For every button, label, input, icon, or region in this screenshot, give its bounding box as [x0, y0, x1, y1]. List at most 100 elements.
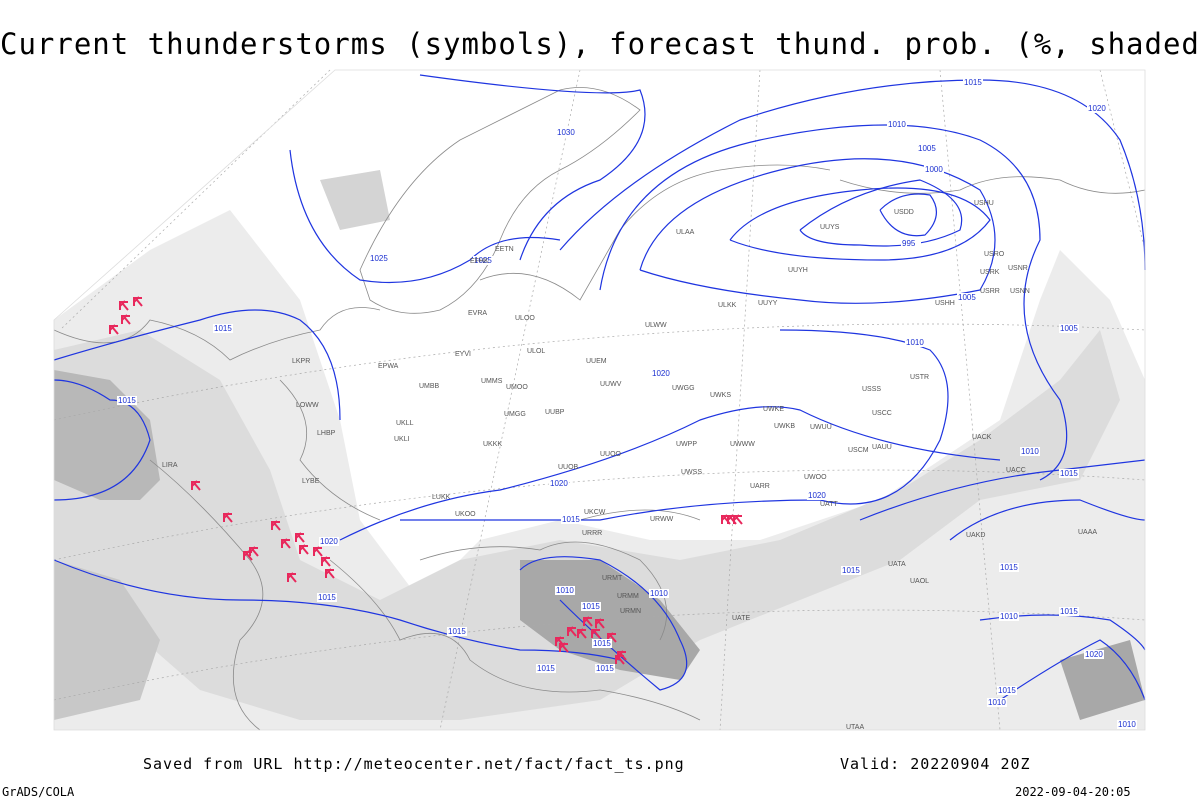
station-label: UWGG — [672, 385, 695, 392]
station-label: URMM — [617, 593, 639, 600]
isobar-label: 1015 — [1060, 607, 1078, 616]
isobar-label: 1020 — [652, 369, 670, 378]
station-label: ULKK — [718, 302, 737, 309]
station-label: UWSS — [681, 469, 702, 476]
station-label: URMT — [602, 575, 623, 582]
isobar-label-bg — [1059, 607, 1079, 616]
isobar-label-bg — [581, 602, 601, 611]
thunderstorm-symbol — [313, 546, 323, 557]
isobar-label-bg — [1020, 447, 1040, 456]
isobar-label: 995 — [902, 239, 916, 248]
station-label: ULWW — [645, 322, 667, 329]
station-label: UWOO — [804, 474, 827, 481]
thunderstorm-symbol — [243, 550, 253, 561]
isobar-label: 1015 — [842, 566, 860, 575]
station-label: UARR — [750, 483, 770, 490]
isobar-label: 1015 — [562, 515, 580, 524]
station-label: UMOO — [506, 384, 528, 391]
station-label: UKOO — [455, 511, 476, 518]
isobar-label-bg — [447, 627, 467, 636]
isobar-label: 1015 — [998, 686, 1016, 695]
thunderstorm-symbol — [595, 618, 605, 629]
isobar-label: 1015 — [582, 602, 600, 611]
station-label: UAAA — [1078, 529, 1097, 536]
thunderstorm-symbol — [559, 642, 569, 653]
station-label: ULOO — [515, 315, 535, 322]
isobar-label-bg — [317, 593, 337, 602]
station-label: USRR — [980, 288, 1000, 295]
station-label: URMN — [620, 608, 641, 615]
isobar-label-bg — [549, 479, 569, 488]
isobar-label: 1005 — [958, 293, 976, 302]
station-labels: ULAA UUYS USDD USHU UUYH USRO USRK USNR USRR USNN… — [162, 200, 1097, 731]
isobar-label: 1025 — [370, 254, 388, 263]
isobar-label: 1015 — [964, 78, 982, 87]
isobar-label-bg — [1059, 469, 1079, 478]
isobar-label: 1015 — [318, 593, 336, 602]
station-label: EYVI — [455, 351, 471, 358]
isobar-label-bg — [807, 491, 827, 500]
isobar-label: 1010 — [1000, 612, 1018, 621]
isobar-label-bg — [987, 698, 1007, 707]
isobar-label-bg — [957, 293, 977, 302]
isobar-label: 1015 — [537, 664, 555, 673]
station-label: UKKK — [483, 441, 502, 448]
station-label: UWKE — [763, 406, 784, 413]
isobar-label: 1010 — [650, 589, 668, 598]
station-label: UWWW — [730, 441, 755, 448]
thunderstorm-symbol — [733, 514, 743, 525]
isobar-label: 1015 — [1000, 563, 1018, 572]
isobars — [53, 74, 1146, 701]
thunderstorm-symbol — [119, 300, 129, 311]
station-label: USSS — [862, 386, 881, 393]
station-label: LKPR — [292, 358, 310, 365]
station-label: UUYH — [788, 267, 808, 274]
plot-frame — [53, 69, 1146, 731]
station-label: UTAA — [846, 724, 864, 731]
isobar-label: 1020 — [320, 537, 338, 546]
isobar-label: 1020 — [550, 479, 568, 488]
isobar-label: 1020 — [1085, 650, 1103, 659]
isobar-label-bg — [473, 256, 493, 265]
isobar-label-bg — [924, 165, 944, 174]
station-label: UUYY — [758, 300, 778, 307]
station-label: UAUU — [872, 444, 892, 451]
footer-band — [0, 731, 1200, 800]
thunderstorm-symbol — [591, 628, 601, 639]
station-label: UUEM — [586, 358, 607, 365]
station-label: LHBP — [317, 430, 336, 437]
isobar-label-bg — [887, 120, 907, 129]
isobar-label: 1005 — [1060, 324, 1078, 333]
isobar-label-bg — [905, 338, 925, 347]
isobar-label: 1020 — [808, 491, 826, 500]
isobar-label-bg — [536, 664, 556, 673]
thunderstorm-symbol — [287, 572, 297, 583]
isobar-label: 1015 — [214, 324, 232, 333]
station-label: EFHK — [470, 258, 489, 265]
isobar-label-bg — [651, 369, 671, 378]
thunderstorm-symbol — [133, 296, 143, 307]
station-label: LYBE — [302, 478, 320, 485]
thunderstorm-symbol — [281, 538, 291, 549]
isobar-label-bg — [1117, 720, 1137, 729]
station-label: USRO — [984, 251, 1005, 258]
thunderstorm-symbol — [567, 626, 577, 637]
title: Current thunderstorms (symbols), forecas… — [0, 27, 1200, 61]
isobar-labels: 1030 1025 1025 1015 1015 1020 1015 1015 1020 1020… — [117, 78, 1137, 729]
isobar-label-bg — [555, 586, 575, 595]
isobar-label: 1010 — [1118, 720, 1136, 729]
station-label: UMBB — [419, 383, 440, 390]
station-label: EETN — [495, 246, 514, 253]
timestamp: 2022-09-04-20:05 — [1015, 785, 1131, 799]
thunderstorm-symbol — [299, 544, 309, 555]
station-label: UACK — [972, 434, 992, 441]
isobar-label: 1025 — [474, 256, 492, 265]
isobar-label-bg — [1084, 650, 1104, 659]
thunderstorm-symbol — [583, 616, 593, 627]
isobar-label: 1010 — [556, 586, 574, 595]
station-label: URRR — [582, 530, 602, 537]
station-label: EVRA — [468, 310, 487, 317]
thunderstorm-symbol — [191, 480, 201, 491]
station-label: USHH — [935, 300, 955, 307]
